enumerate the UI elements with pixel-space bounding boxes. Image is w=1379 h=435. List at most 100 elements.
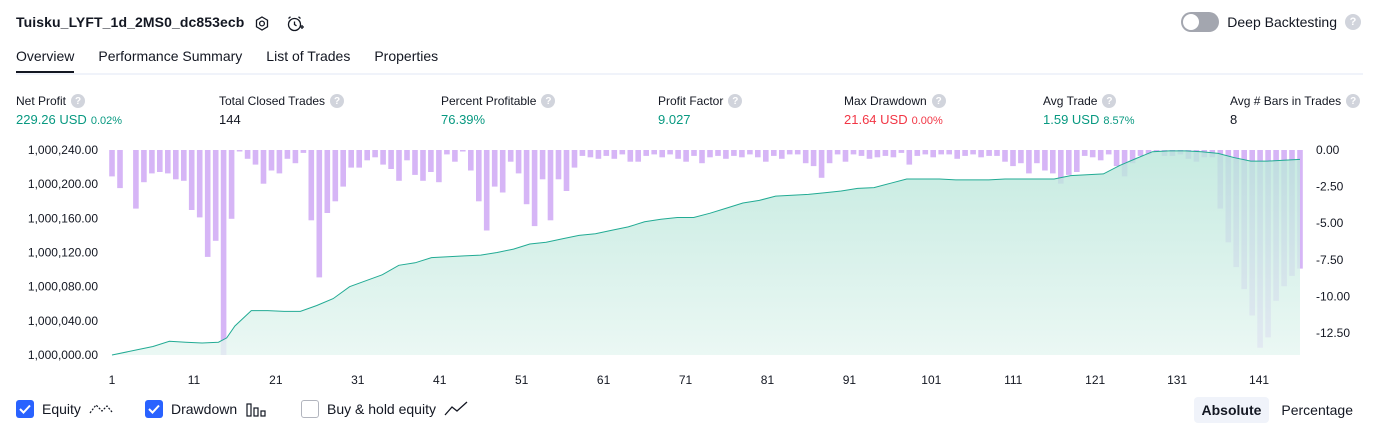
drawdown-bar bbox=[643, 150, 649, 156]
drawdown-bar bbox=[970, 150, 976, 155]
drawdown-bar bbox=[802, 150, 809, 164]
drawdown-bar bbox=[890, 150, 897, 158]
drawdown-bar bbox=[476, 150, 482, 202]
drawdown-bar bbox=[731, 150, 737, 156]
drawdown-bar bbox=[332, 150, 339, 202]
x-tick-label: 101 bbox=[921, 373, 941, 387]
metric-label: Total Closed Trades bbox=[219, 94, 326, 108]
absolute-button[interactable]: Absolute bbox=[1193, 397, 1270, 423]
buy-hold-label: Buy & hold equity bbox=[327, 401, 436, 417]
info-icon[interactable]: ? bbox=[931, 94, 946, 108]
drawdown-bar bbox=[771, 150, 777, 156]
drawdown-bar bbox=[452, 150, 458, 162]
percentage-button[interactable]: Percentage bbox=[1281, 402, 1353, 418]
equity-line-icon bbox=[89, 404, 113, 414]
tab-overview[interactable]: Overview bbox=[16, 48, 75, 74]
x-tick-label: 131 bbox=[1167, 373, 1187, 387]
drawdown-bar bbox=[1018, 150, 1024, 164]
metric-subvalue: 8.57% bbox=[1103, 115, 1135, 127]
drawdown-bar bbox=[364, 150, 370, 161]
y-tick-label: 1,000,160.00 bbox=[28, 211, 98, 225]
drawdown-bar bbox=[1066, 150, 1072, 175]
drawdown-bar bbox=[914, 150, 921, 156]
equity-line bbox=[111, 150, 1301, 356]
drawdown-bar bbox=[651, 150, 657, 155]
drawdown-bar bbox=[444, 150, 450, 155]
drawdown-bar bbox=[938, 150, 944, 155]
drawdown-label: Drawdown bbox=[171, 401, 238, 417]
y-tick-label: 1,000,120.00 bbox=[28, 246, 98, 260]
drawdown-bar bbox=[810, 150, 817, 167]
drawdown-bar bbox=[499, 150, 506, 193]
drawdown-bar bbox=[1113, 150, 1120, 167]
metric-label: Percent Profitable bbox=[441, 94, 537, 108]
info-icon[interactable]: ? bbox=[1346, 94, 1361, 108]
legend-equity[interactable]: Equity bbox=[16, 400, 113, 418]
info-icon[interactable]: ? bbox=[71, 94, 86, 108]
add-alert-icon[interactable] bbox=[285, 14, 305, 34]
drawdown-bar bbox=[204, 150, 211, 257]
drawdown-bar bbox=[212, 150, 219, 241]
info-icon[interactable]: ? bbox=[1102, 94, 1117, 108]
y-tick-label: 1,000,080.00 bbox=[28, 280, 98, 294]
buy-hold-checkbox[interactable] bbox=[301, 400, 319, 418]
y2-tick-label: -7.50 bbox=[1316, 253, 1344, 267]
metric-avg-trade: Avg Trade? 1.59 USD 8.57% bbox=[1043, 94, 1135, 127]
drawdown-bar bbox=[149, 150, 155, 174]
drawdown-bar bbox=[157, 150, 163, 172]
drawdown-bar bbox=[906, 150, 913, 165]
equity-checkbox[interactable] bbox=[16, 400, 34, 418]
drawdown-bar bbox=[188, 150, 195, 210]
metric-total-closed-trades: Total Closed Trades? 144 bbox=[219, 94, 345, 127]
drawdown-bar bbox=[763, 150, 769, 162]
info-icon[interactable]: ? bbox=[541, 94, 556, 108]
y-tick-label: 1,000,000.00 bbox=[28, 348, 98, 362]
drawdown-bar bbox=[930, 150, 936, 158]
drawdown-bar bbox=[1042, 150, 1048, 171]
tab-list-of-trades[interactable]: List of Trades bbox=[266, 48, 351, 64]
equity-label: Equity bbox=[42, 401, 81, 417]
x-tick-label: 21 bbox=[269, 373, 283, 387]
x-tick-label: 111 bbox=[1004, 373, 1023, 387]
x-tick-label: 51 bbox=[515, 373, 529, 387]
tab-performance-summary[interactable]: Performance Summary bbox=[98, 48, 243, 64]
y2-tick-label: -10.00 bbox=[1316, 289, 1350, 303]
info-icon[interactable]: ? bbox=[728, 94, 743, 108]
legend-buy-hold[interactable]: Buy & hold equity bbox=[301, 400, 468, 418]
drawdown-bar bbox=[380, 150, 386, 165]
drawdown-bar bbox=[842, 150, 849, 162]
drawdown-bar bbox=[284, 150, 291, 159]
tab-properties[interactable]: Properties bbox=[374, 48, 439, 64]
info-icon[interactable]: ? bbox=[330, 94, 345, 108]
help-icon[interactable]: ? bbox=[1345, 14, 1361, 30]
drawdown-bar bbox=[579, 150, 586, 156]
legend-drawdown[interactable]: Drawdown bbox=[145, 400, 267, 418]
trend-line-icon bbox=[444, 401, 468, 416]
deep-backtesting-toggle[interactable] bbox=[1181, 12, 1220, 32]
drawdown-bar bbox=[356, 150, 362, 168]
drawdown-bar bbox=[826, 150, 833, 164]
drawdown-bar bbox=[1129, 150, 1136, 164]
metric-max-drawdown: Max Drawdown? 21.64 USD 0.00% bbox=[844, 94, 946, 127]
drawdown-bar bbox=[850, 150, 857, 155]
drawdown-bar bbox=[1050, 150, 1056, 174]
drawdown-bar bbox=[173, 150, 179, 180]
drawdown-bar bbox=[1058, 150, 1064, 184]
drawdown-bar bbox=[412, 150, 418, 175]
x-tick-label: 41 bbox=[433, 373, 447, 387]
drawdown-bar bbox=[276, 150, 283, 174]
drawdown-bar bbox=[667, 150, 673, 155]
drawdown-bar bbox=[252, 150, 259, 165]
drawdown-bar bbox=[531, 150, 538, 227]
drawdown-bar bbox=[468, 150, 474, 171]
drawdown-bar bbox=[659, 150, 665, 158]
settings-icon[interactable] bbox=[252, 14, 272, 34]
metric-label: Avg Trade bbox=[1043, 94, 1098, 108]
drawdown-bar bbox=[707, 150, 713, 158]
drawdown-bar bbox=[563, 150, 570, 191]
drawdown-checkbox[interactable] bbox=[145, 400, 163, 418]
equity-drawdown-chart[interactable]: 1,000,240.00 1,000,200.00 1,000,160.00 1,00… bbox=[0, 0, 1379, 395]
metric-value: 144 bbox=[219, 112, 241, 127]
drawdown-bar bbox=[898, 150, 905, 153]
drawdown-bar bbox=[117, 150, 123, 189]
